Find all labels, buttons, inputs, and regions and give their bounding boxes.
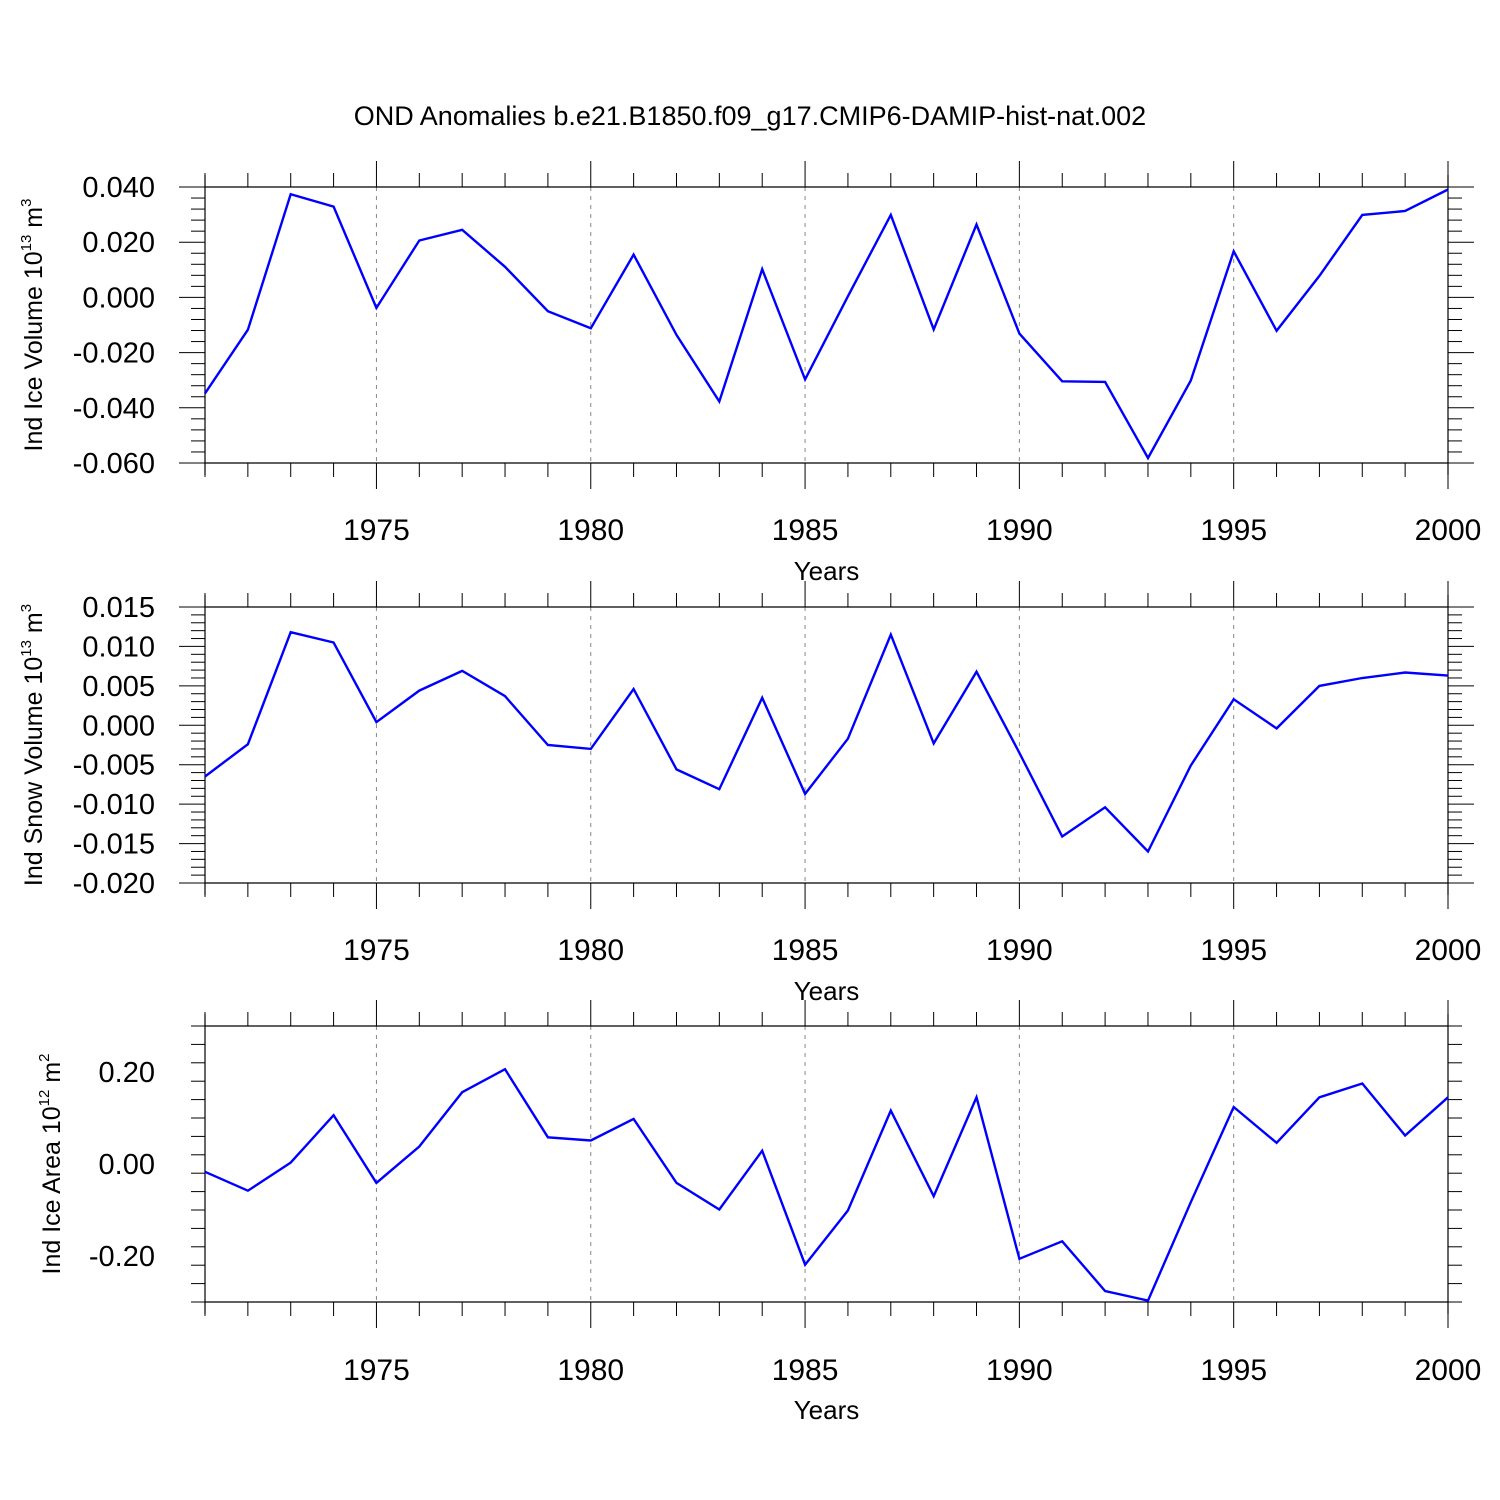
y-tick-label: -0.040: [73, 393, 155, 425]
y-axis-label: Ind Snow Volume 1013 m3: [18, 604, 48, 886]
y-tick-label: 0.000: [82, 710, 155, 742]
y-tick-label: -0.010: [73, 789, 155, 821]
y-axis-label-superscript: 3: [18, 199, 35, 207]
y-axis-label-superscript: 2: [36, 1054, 53, 1062]
y-axis-label-part: m: [20, 612, 48, 640]
y-tick-label: -0.015: [73, 829, 155, 861]
y-axis-label-part: m: [20, 207, 48, 235]
y-axis-label-superscript: 12: [36, 1090, 53, 1107]
y-axis-label: Ind Ice Volume 1013 m3: [18, 199, 48, 452]
y-tick-label: -0.005: [73, 750, 155, 782]
x-axis-label: Years: [794, 976, 860, 1006]
series-line: [204, 1067, 1449, 1302]
y-axis-label-superscript: 13: [18, 640, 35, 657]
y-axis-label-superscript: 3: [18, 604, 35, 612]
x-tick-label: 1980: [557, 514, 624, 547]
y-tick-label: 0.005: [82, 671, 155, 703]
x-tick-label: 1995: [1200, 1354, 1267, 1387]
y-axis-label-superscript: 13: [18, 235, 35, 252]
y-tick-label: -0.20: [89, 1241, 155, 1273]
x-axis-label: Years: [794, 1395, 860, 1425]
x-tick-label: 1975: [343, 1354, 410, 1387]
y-tick-label: -0.020: [73, 338, 155, 370]
y-tick-label: 0.00: [99, 1149, 155, 1181]
panel-2: 0.015 0.010 0.005 0.000 -0.005 -0.010 -0.015 -0…: [18, 581, 1481, 1006]
series-line: [204, 188, 1449, 461]
y-tick-label: 0.000: [82, 282, 155, 314]
y-tick-label: -0.020: [73, 868, 155, 900]
x-tick-label: 1990: [986, 934, 1053, 967]
x-tick-label: 1985: [772, 514, 839, 547]
x-tick-label: 1985: [772, 1354, 839, 1387]
x-tick-label: 2000: [1415, 1354, 1482, 1387]
x-tick-label: 1995: [1200, 514, 1267, 547]
y-tick-label: 0.040: [82, 172, 155, 204]
y-tick-label: 0.20: [99, 1057, 155, 1089]
figure-title: OND Anomalies b.e21.B1850.f09_g17.CMIP6-…: [354, 101, 1146, 131]
y-tick-label: 0.020: [82, 227, 155, 259]
x-tick-label: 2000: [1415, 514, 1482, 547]
x-tick-label: 1995: [1200, 934, 1267, 967]
y-tick-label: 0.010: [82, 631, 155, 663]
y-tick-label: 0.015: [82, 592, 155, 624]
x-tick-label: 1985: [772, 934, 839, 967]
y-axis-label-part: Ind Ice Volume 10: [20, 251, 48, 451]
panel-3: 0.20 0.00 -0.20 1975 1980 1985 1990 1995 2000 Yea…: [36, 1000, 1481, 1425]
x-tick-label: 1980: [557, 934, 624, 967]
x-tick-label: 1980: [557, 1354, 624, 1387]
panel-1: 0.040 0.020 0.000 -0.020 -0.040 -0.060 1975 198…: [18, 161, 1481, 586]
x-tick-label: 1975: [343, 514, 410, 547]
x-axis-label: Years: [794, 556, 860, 586]
x-tick-label: 1975: [343, 934, 410, 967]
y-tick-label: -0.060: [73, 448, 155, 480]
series-line: [204, 630, 1449, 854]
x-tick-label: 2000: [1415, 934, 1482, 967]
y-axis-label-part: m: [38, 1062, 66, 1090]
x-tick-label: 1990: [986, 514, 1053, 547]
x-tick-label: 1990: [986, 1354, 1053, 1387]
y-axis-label: Ind Ice Area 1012 m2: [36, 1054, 66, 1275]
y-axis-label-part: Ind Ice Area 10: [38, 1106, 66, 1274]
y-axis-label-part: Ind Snow Volume 10: [20, 657, 48, 886]
